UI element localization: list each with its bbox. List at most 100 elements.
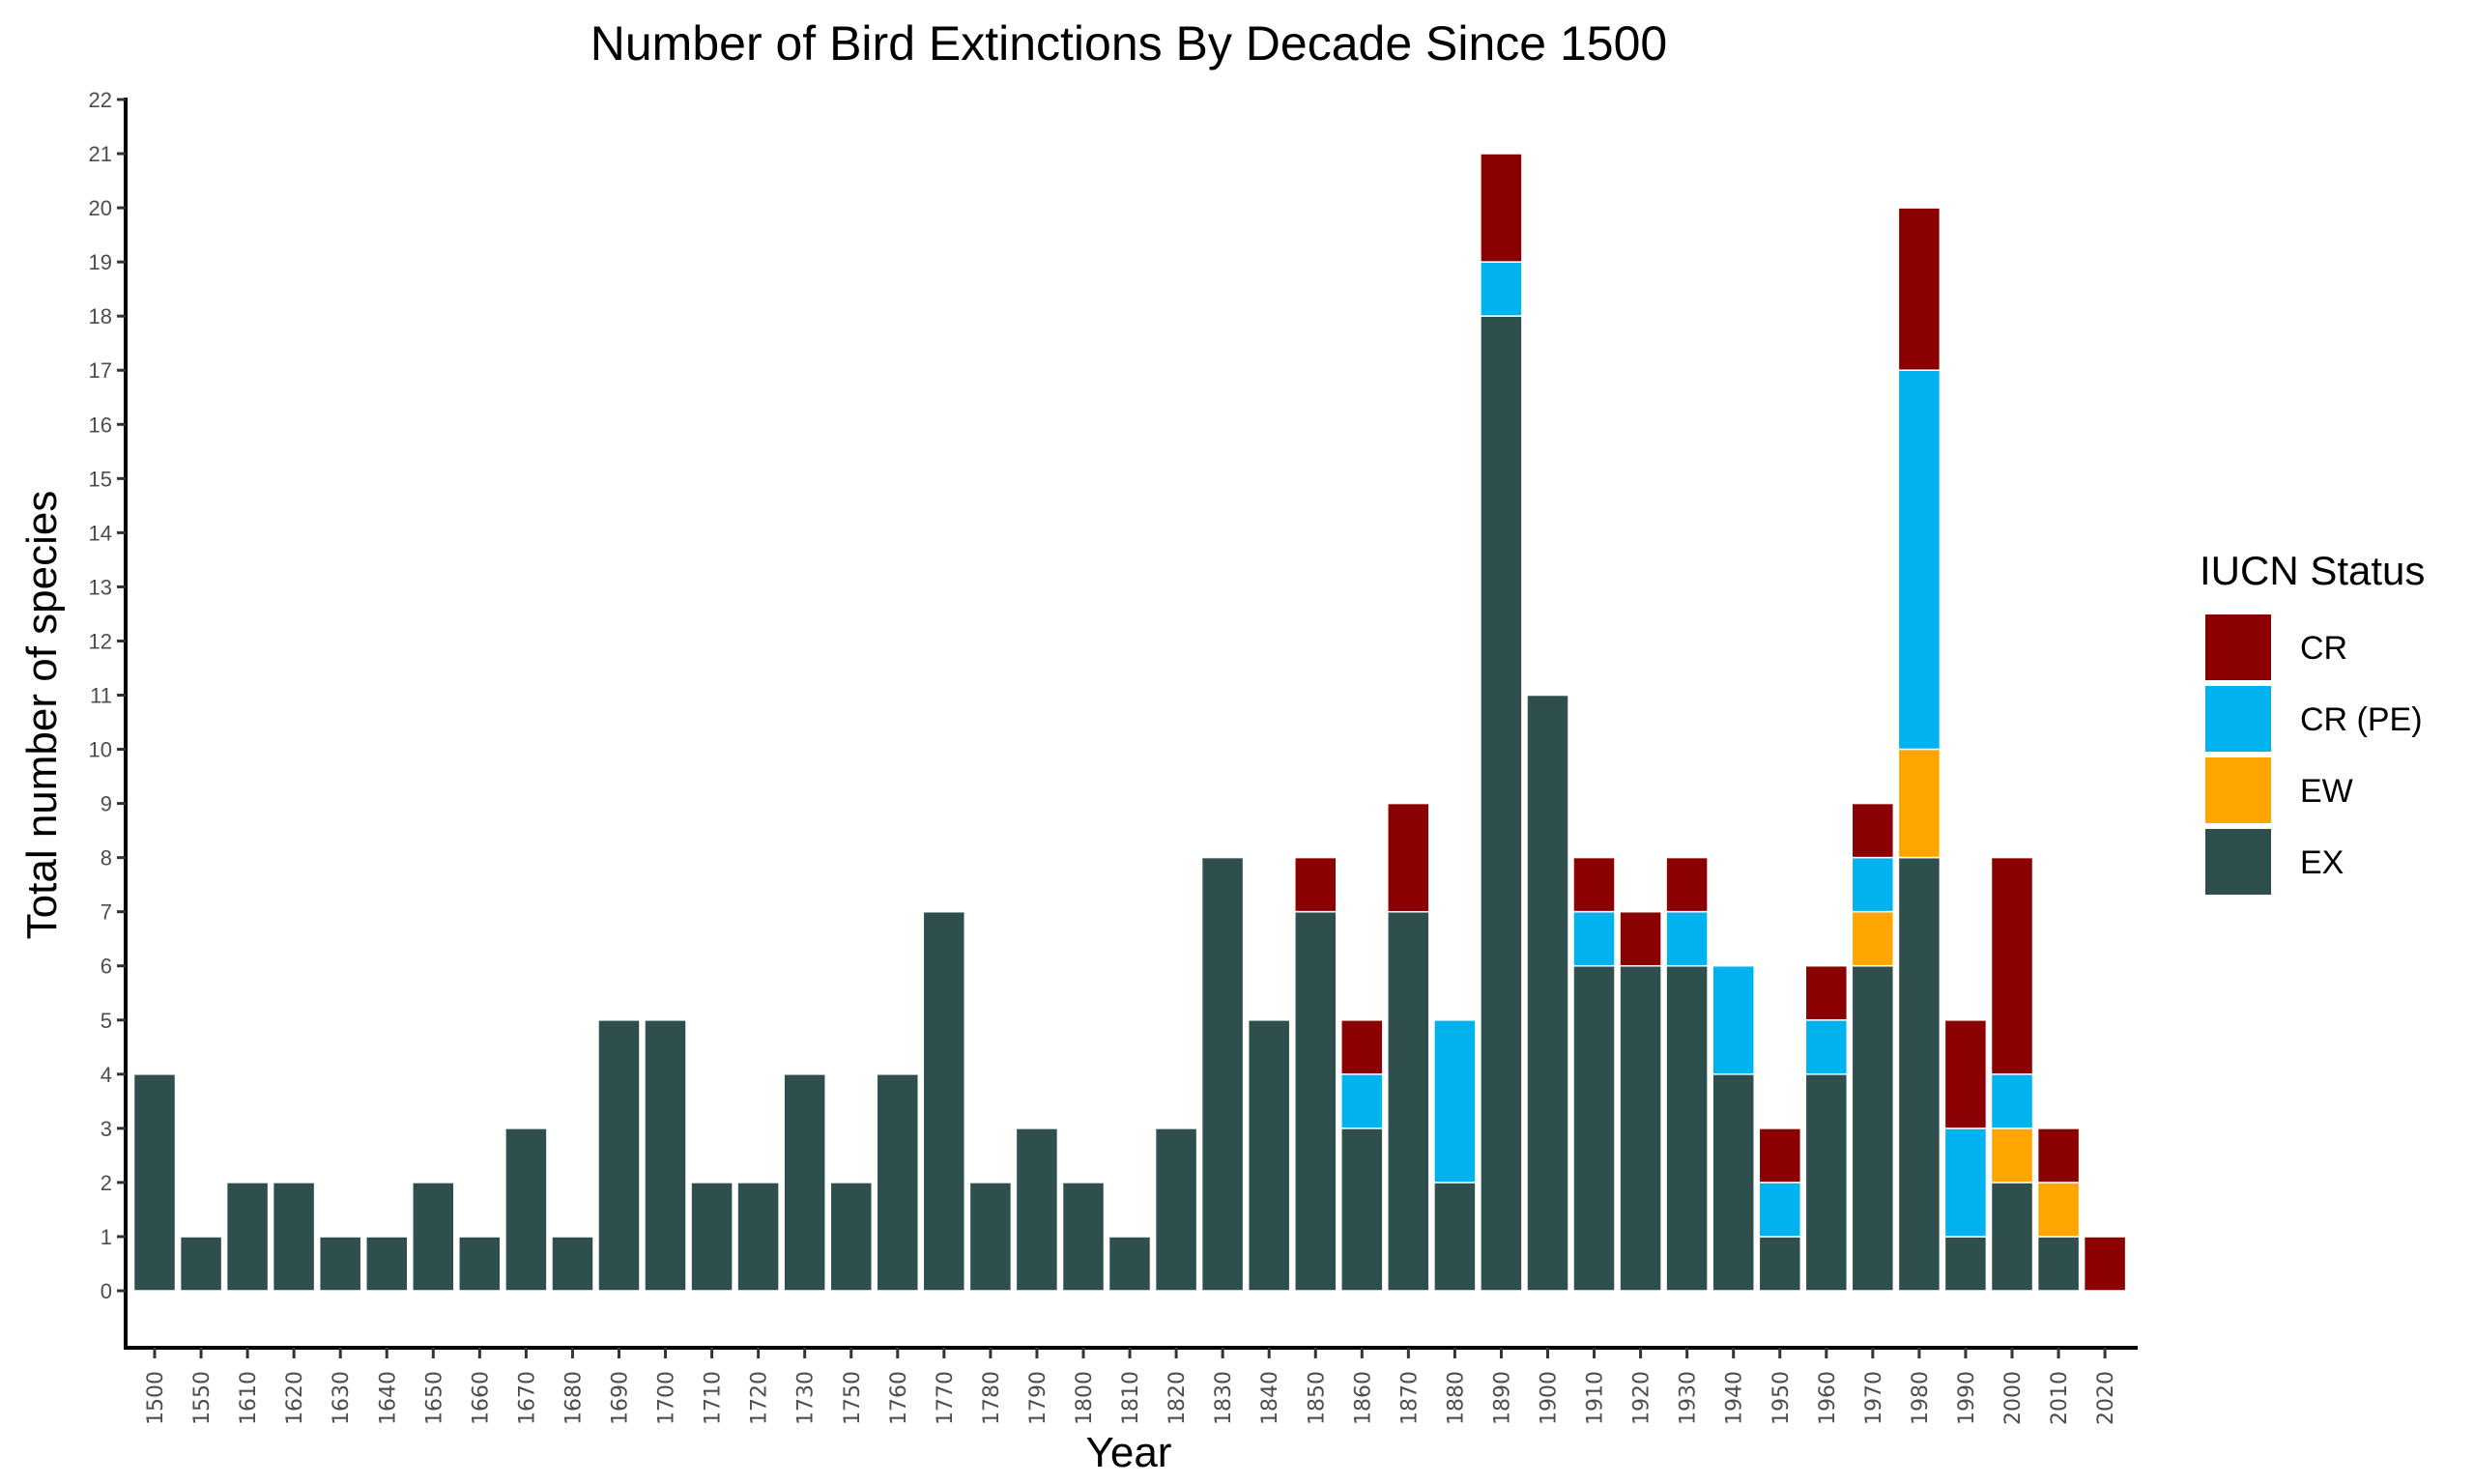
x-axis-title: Year (1086, 1429, 1172, 1476)
x-tick-label: 1650 (422, 1371, 446, 1425)
bar-2020-cr (2083, 1236, 2127, 1292)
bar-1910-cr (1572, 856, 1616, 913)
legend-swatch-ex (2205, 829, 2271, 895)
bar-1610-ex (225, 1182, 270, 1292)
bar-1710-ex (690, 1182, 734, 1292)
x-tick-label: 1750 (841, 1371, 865, 1425)
x-tick-label: 1770 (934, 1371, 958, 1425)
bar-2000-ex (1990, 1182, 2034, 1292)
x-tick-label: 1730 (794, 1371, 819, 1425)
x-axis: 1500 1550 1610 1620 1630 1640 1650 1660 1670 1680… (124, 1346, 2138, 1425)
y-axis-title: Total number of species (18, 491, 66, 940)
bar-1830-ex (1200, 856, 1245, 1292)
legend-swatch-cr (2205, 614, 2271, 680)
bar-2000-cr-pe (1990, 1073, 2034, 1129)
bars-layer (132, 153, 2127, 1292)
bar-1960-cr (1804, 964, 1849, 1021)
bar-1960-cr-pe (1804, 1019, 1849, 1075)
bar-1870-ex (1387, 910, 1430, 1292)
bar-1940-ex (1712, 1073, 1755, 1292)
y-tick-label: 9 (101, 792, 112, 816)
bar-1780-ex (968, 1182, 1013, 1292)
x-tick-label: 1660 (469, 1371, 493, 1425)
bar-1620-ex (272, 1182, 316, 1292)
bar-1840-ex (1247, 1019, 1291, 1292)
x-tick-label: 1690 (609, 1371, 633, 1425)
bar-1960-ex (1804, 1073, 1849, 1292)
bar-1950-cr (1758, 1127, 1802, 1184)
legend-label-cr-pe: CR (PE) (2300, 701, 2423, 738)
x-tick-label: 1900 (1538, 1371, 1562, 1425)
y-tick-label: 18 (89, 304, 112, 328)
x-tick-label: 1670 (515, 1371, 539, 1425)
bar-1950-cr-pe (1758, 1182, 1802, 1238)
x-tick-label: 1910 (1584, 1371, 1608, 1425)
bar-1920-ex (1619, 964, 1662, 1292)
bar-2010-ex (2036, 1236, 2081, 1292)
y-tick-label: 4 (101, 1063, 112, 1087)
bar-1700-ex (644, 1019, 687, 1292)
x-tick-label: 1500 (144, 1371, 168, 1425)
x-tick-label: 1760 (887, 1371, 911, 1425)
x-tick-label: 1720 (748, 1371, 772, 1425)
x-tick-label: 1880 (1444, 1371, 1468, 1425)
bar-1890-ex (1480, 315, 1523, 1292)
y-tick-label: 11 (90, 684, 112, 708)
legend: IUCN Status CR CR (PE) EW EX (2200, 548, 2425, 895)
y-tick-label: 12 (89, 629, 112, 653)
bar-1990-cr-pe (1943, 1127, 1988, 1238)
bar-1680-ex (551, 1236, 594, 1292)
bar-1910-ex (1572, 964, 1616, 1292)
bar-1980-ew (1897, 748, 1942, 859)
x-tick-label: 1850 (1305, 1371, 1329, 1425)
bar-1860-ex (1340, 1127, 1384, 1292)
x-tick-label: 1990 (1955, 1371, 1979, 1425)
bar-2010-ew (2036, 1182, 2081, 1238)
bar-1750-ex (829, 1182, 874, 1292)
x-tick-label: 1820 (1165, 1371, 1190, 1425)
bar-1990-cr (1943, 1019, 1988, 1129)
bar-1880-ex (1433, 1182, 1477, 1292)
bar-1970-cr (1851, 802, 1895, 859)
bar-1870-cr (1387, 802, 1430, 913)
x-tick-label: 1920 (1630, 1371, 1654, 1425)
bar-1670-ex (504, 1127, 548, 1292)
x-tick-label: 1620 (283, 1371, 307, 1425)
legend-label-cr: CR (2300, 630, 2347, 667)
bar-1850-cr (1294, 856, 1338, 913)
x-tick-label: 2000 (2001, 1371, 2026, 1425)
bar-1980-cr (1897, 207, 1942, 371)
bar-1920-cr (1619, 910, 1662, 967)
y-tick-label: 22 (89, 88, 112, 112)
y-tick-label: 14 (89, 521, 112, 545)
bar-1690-ex (597, 1019, 641, 1292)
x-tick-label: 1860 (1351, 1371, 1375, 1425)
x-tick-label: 1780 (980, 1371, 1004, 1425)
bar-1890-cr-pe (1480, 261, 1523, 317)
y-tick-label: 13 (89, 575, 112, 599)
bar-1970-ew (1851, 910, 1895, 967)
bar-1720-ex (736, 1182, 780, 1292)
bar-1980-ex (1897, 856, 1942, 1292)
legend-label-ex: EX (2300, 844, 2344, 881)
bar-1930-cr (1665, 856, 1709, 913)
y-tick-label: 2 (101, 1171, 112, 1195)
x-tick-label: 1790 (1026, 1371, 1050, 1425)
bar-1760-ex (876, 1073, 920, 1292)
y-tick-label: 6 (101, 955, 112, 979)
bar-1550-ex (179, 1236, 223, 1292)
bar-1630-ex (318, 1236, 362, 1292)
bar-2010-cr (2036, 1127, 2081, 1184)
bar-1970-cr-pe (1851, 856, 1895, 913)
bar-2000-ew (1990, 1127, 2034, 1184)
x-tick-label: 1710 (702, 1371, 726, 1425)
bar-1930-cr-pe (1665, 910, 1709, 967)
y-tick-label: 21 (89, 142, 112, 166)
x-tick-label: 1550 (190, 1371, 215, 1425)
y-tick-label: 20 (89, 196, 112, 220)
bar-1860-cr-pe (1340, 1073, 1384, 1129)
x-tick-label: 1630 (330, 1371, 354, 1425)
x-tick-label: 1960 (1816, 1371, 1840, 1425)
